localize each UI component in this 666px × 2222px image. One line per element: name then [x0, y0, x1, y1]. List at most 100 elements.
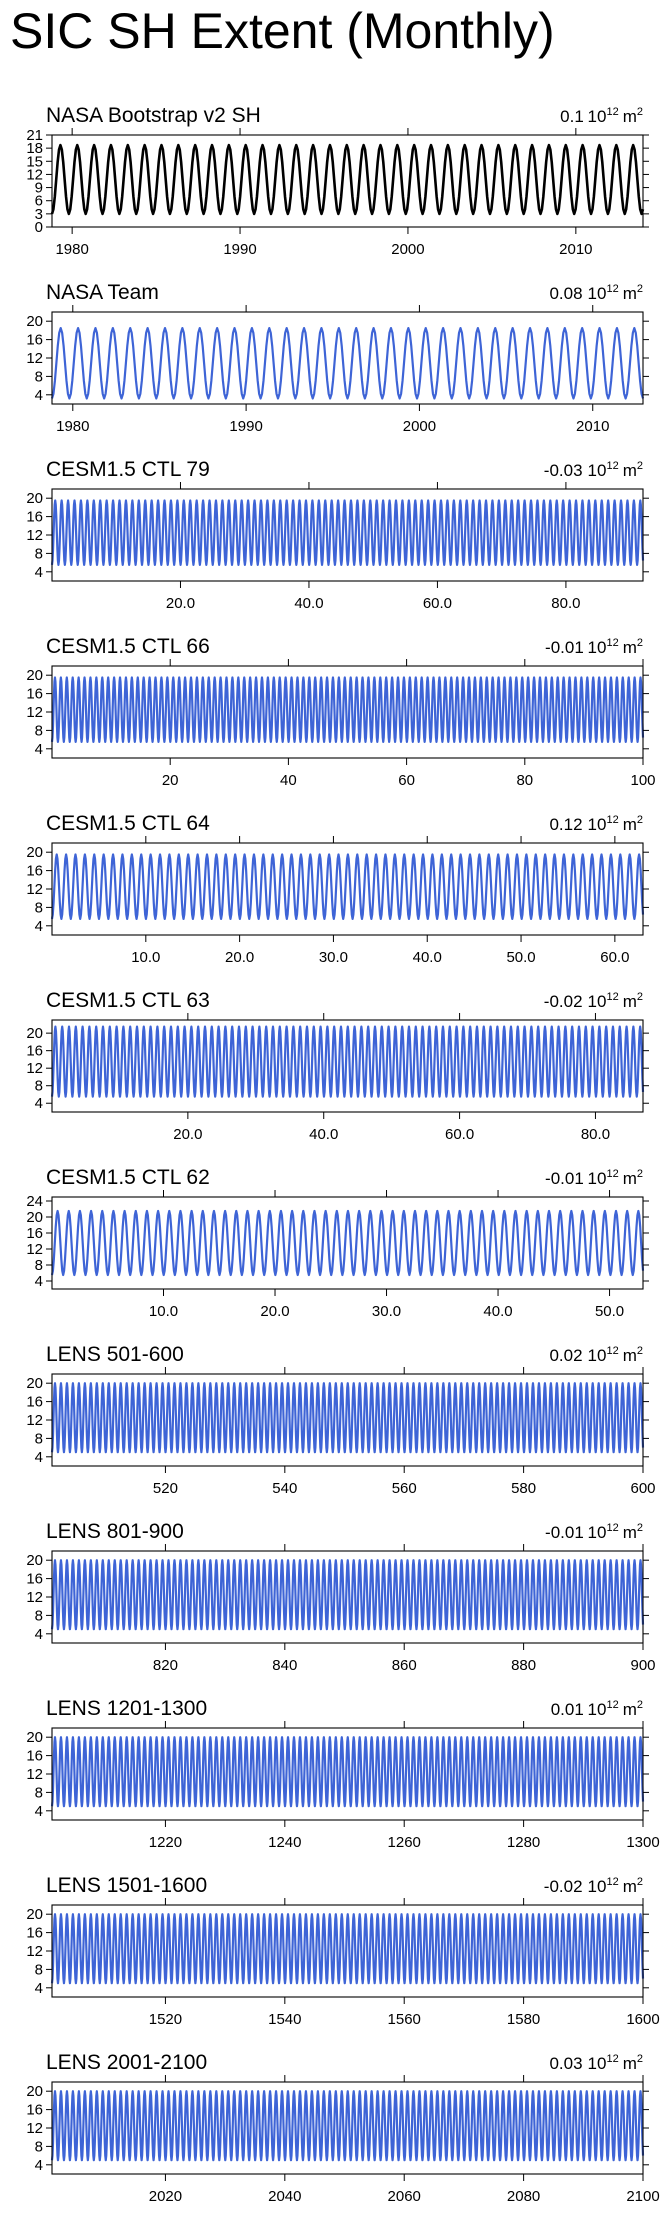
plot-frame — [51, 134, 644, 228]
chart-title: CESM1.5 CTL 66 — [46, 635, 210, 658]
y-tick-label: 4 — [35, 1626, 43, 1643]
trend-unit: m — [623, 107, 637, 126]
y-tick-label: 16 — [26, 2102, 43, 2119]
series-line — [50, 1382, 645, 1454]
chart-title: CESM1.5 CTL 79 — [46, 458, 210, 481]
trend-unit-power: 2 — [637, 1699, 643, 1711]
series-line — [50, 853, 645, 920]
y-tick-label: 15 — [26, 153, 43, 170]
x-tick-label: 2020 — [149, 2188, 182, 2205]
trend-value: -0.01 — [545, 638, 583, 657]
x-tick-label: 820 — [153, 1657, 178, 1674]
trend-unit-exponent: 12 — [606, 1876, 618, 1888]
trend-unit-base: 10 — [588, 638, 607, 657]
x-tick-label: 40.0 — [309, 1126, 338, 1143]
trend-unit: m — [623, 1346, 637, 1365]
y-tick-label: 12 — [26, 1589, 43, 1606]
x-tick-label: 1990 — [229, 418, 262, 435]
x-tick-label: 40.0 — [483, 1303, 512, 1320]
trend-unit: m — [623, 992, 637, 1011]
x-tick-label: 1580 — [507, 2011, 540, 2028]
trend-label: 0.02 1012 m2 — [549, 1345, 643, 1365]
trend-unit-base: 10 — [588, 1169, 607, 1188]
series-line — [50, 2090, 645, 2162]
y-tick-label: 20 — [26, 1375, 43, 1392]
y-tick-label: 16 — [26, 863, 43, 880]
x-tick-label: 80.0 — [581, 1126, 610, 1143]
x-tick-label: 1220 — [149, 1834, 182, 1851]
y-tick-label: 8 — [35, 368, 43, 385]
y-tick-label: 12 — [26, 1060, 43, 1077]
trend-unit-base: 10 — [588, 1700, 607, 1719]
chart-title: LENS 1501-1600 — [46, 1874, 207, 1897]
y-tick-label: 8 — [35, 1961, 43, 1978]
trend-unit: m — [623, 638, 637, 657]
y-tick-label: 20 — [26, 490, 43, 507]
trend-label: 0.12 1012 m2 — [549, 814, 643, 834]
plot-frame — [51, 1019, 644, 1113]
x-tick-label: 2000 — [403, 418, 436, 435]
trend-unit: m — [623, 815, 637, 834]
y-tick-label: 20 — [26, 1025, 43, 1042]
y-tick-label: 4 — [35, 1449, 43, 1466]
chart-title: LENS 2001-2100 — [46, 2051, 207, 2074]
trend-unit-exponent: 12 — [606, 814, 618, 826]
y-tick-label: 4 — [35, 741, 43, 758]
y-tick-label: 4 — [35, 564, 43, 581]
y-tick-label: 12 — [26, 1241, 43, 1258]
x-tick-label: 2080 — [507, 2188, 540, 2205]
y-tick-label: 8 — [35, 545, 43, 562]
trend-unit-exponent: 12 — [606, 1522, 618, 1534]
y-tick-label: 4 — [35, 2157, 43, 2174]
trend-unit: m — [623, 461, 637, 480]
y-tick-label: 12 — [26, 704, 43, 721]
series-line — [50, 327, 645, 400]
trend-value: -0.01 — [545, 1523, 583, 1542]
y-tick-label: 0 — [35, 219, 43, 236]
series-line — [50, 1025, 645, 1098]
y-tick-label: 4 — [35, 1803, 43, 1820]
y-tick-label: 16 — [26, 686, 43, 703]
trend-unit-exponent: 12 — [606, 106, 618, 118]
page-title: SIC SH Extent (Monthly) — [10, 3, 555, 59]
trend-unit-base: 10 — [588, 1877, 607, 1896]
x-tick-label: 30.0 — [319, 949, 348, 966]
x-tick-label: 10.0 — [131, 949, 160, 966]
x-tick-label: 80 — [516, 772, 533, 789]
series-line — [50, 676, 645, 743]
trend-value: 0.08 — [549, 284, 582, 303]
trend-unit-exponent: 12 — [606, 1699, 618, 1711]
y-tick-label: 6 — [35, 193, 43, 210]
x-tick-label: 2060 — [388, 2188, 421, 2205]
y-tick-label: 12 — [26, 1412, 43, 1429]
trend-unit-power: 2 — [637, 1522, 643, 1534]
y-tick-label: 8 — [35, 1430, 43, 1447]
trend-unit-power: 2 — [637, 1168, 643, 1180]
y-tick-label: 8 — [35, 899, 43, 916]
chart-title: CESM1.5 CTL 63 — [46, 989, 210, 1012]
y-tick-label: 12 — [26, 2120, 43, 2137]
x-tick-label: 20 — [162, 772, 179, 789]
trend-value: 0.12 — [549, 815, 582, 834]
trend-label: -0.02 1012 m2 — [544, 991, 643, 1011]
trend-unit-base: 10 — [588, 992, 607, 1011]
y-tick-label: 20 — [26, 1209, 43, 1226]
x-tick-label: 1560 — [388, 2011, 421, 2028]
x-tick-label: 1300 — [626, 1834, 659, 1851]
x-tick-label: 2040 — [268, 2188, 301, 2205]
trend-label: -0.01 1012 m2 — [545, 637, 643, 657]
y-tick-label: 16 — [26, 1925, 43, 1942]
x-tick-label: 900 — [630, 1657, 655, 1674]
x-tick-label: 2010 — [576, 418, 609, 435]
trend-unit-power: 2 — [637, 991, 643, 1003]
trend-value: -0.02 — [544, 992, 583, 1011]
trend-label: 0.03 1012 m2 — [549, 2053, 643, 2073]
y-tick-label: 20 — [26, 844, 43, 861]
trend-unit: m — [623, 1523, 637, 1542]
y-tick-label: 16 — [26, 1748, 43, 1765]
x-tick-label: 60.0 — [600, 949, 629, 966]
